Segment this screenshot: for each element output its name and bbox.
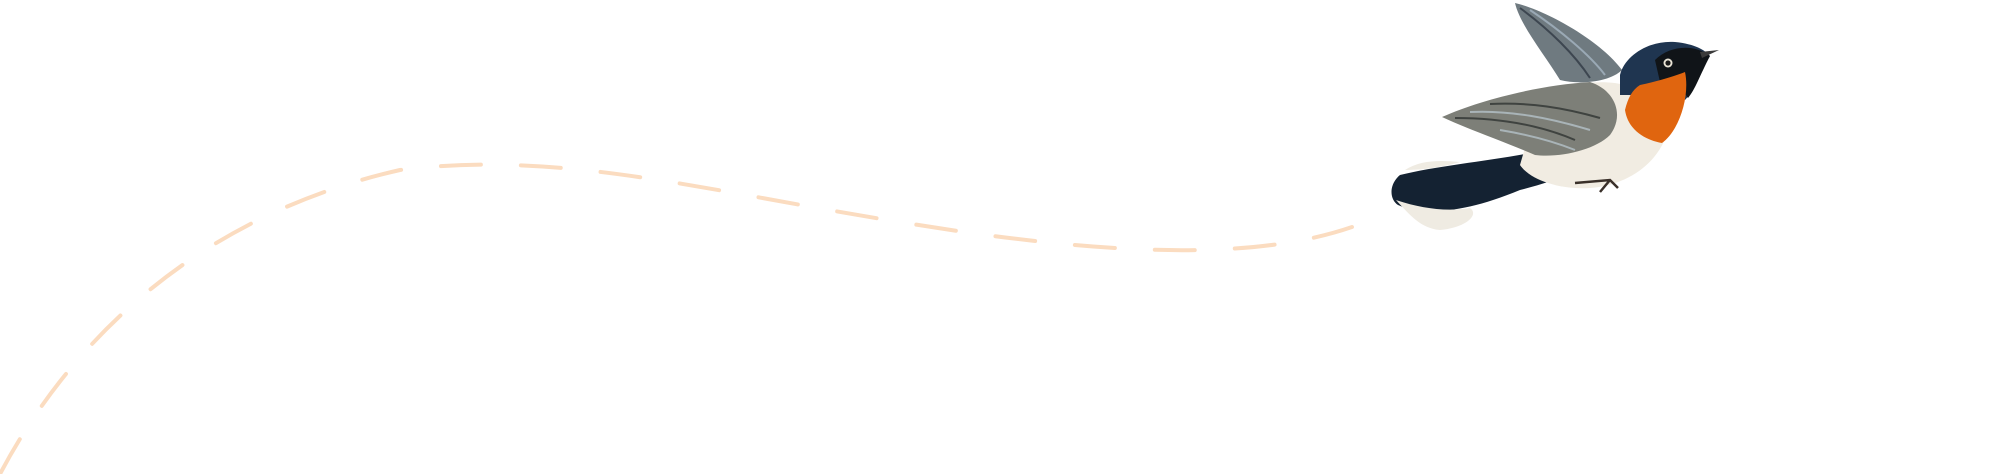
bird-upper-wing <box>1515 3 1622 83</box>
bird-beak <box>1700 50 1719 58</box>
bird-icon <box>1391 3 1719 230</box>
bird-tail-tips <box>1396 200 1474 230</box>
bird-breast <box>1625 72 1687 143</box>
bird-lower-wing <box>1442 82 1618 156</box>
dashed-flight-path <box>0 162 1354 474</box>
bird-feet <box>1574 178 1619 193</box>
